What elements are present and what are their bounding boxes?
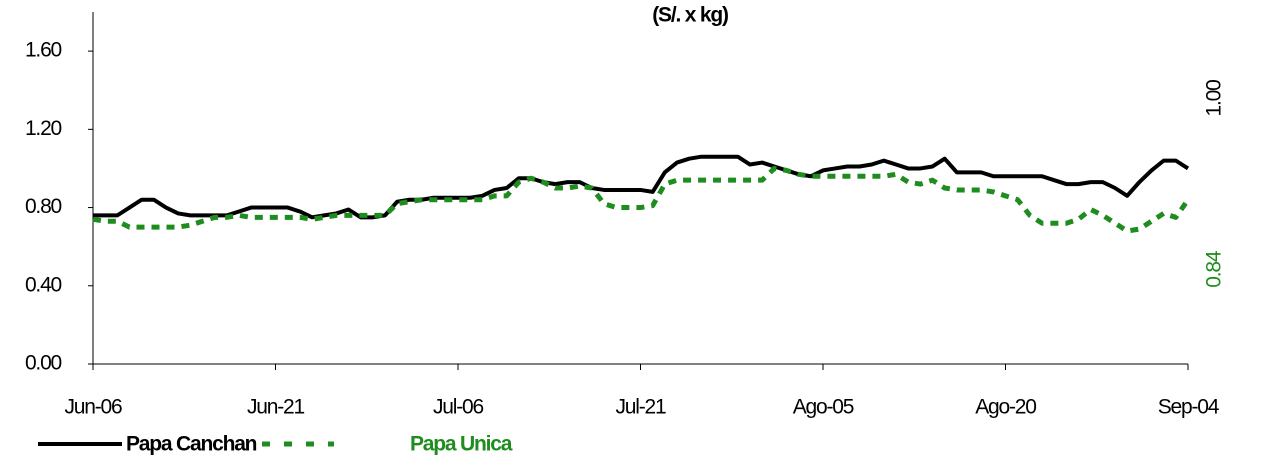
y-tick-label: 1.20 xyxy=(25,117,62,140)
value-label: 0.84 xyxy=(1203,250,1226,288)
y-tick-label: 0.80 xyxy=(25,195,62,218)
x-tick-label: Jul-06 xyxy=(433,396,484,419)
line-series xyxy=(92,165,1191,234)
line-series xyxy=(93,154,1190,220)
y-tick-label: 1.60 xyxy=(25,39,62,62)
x-tick-label: Jun-21 xyxy=(247,396,305,419)
chart-title: (S/. x kg) xyxy=(652,4,728,27)
y-tick-label: 0.40 xyxy=(25,273,62,296)
x-tick-label: Jun-06 xyxy=(64,396,122,419)
legend-label: Papa Canchan xyxy=(126,433,257,456)
y-tick-label: 0.00 xyxy=(25,352,62,375)
x-tick-label: Jul-21 xyxy=(616,396,667,419)
legend-label: Papa Unica xyxy=(410,433,513,456)
x-tick-label: Ago-20 xyxy=(975,396,1036,419)
x-tick-label: Ago-05 xyxy=(793,396,854,419)
value-label: 1.00 xyxy=(1203,80,1226,117)
x-tick-label: Sep-04 xyxy=(1158,396,1220,419)
